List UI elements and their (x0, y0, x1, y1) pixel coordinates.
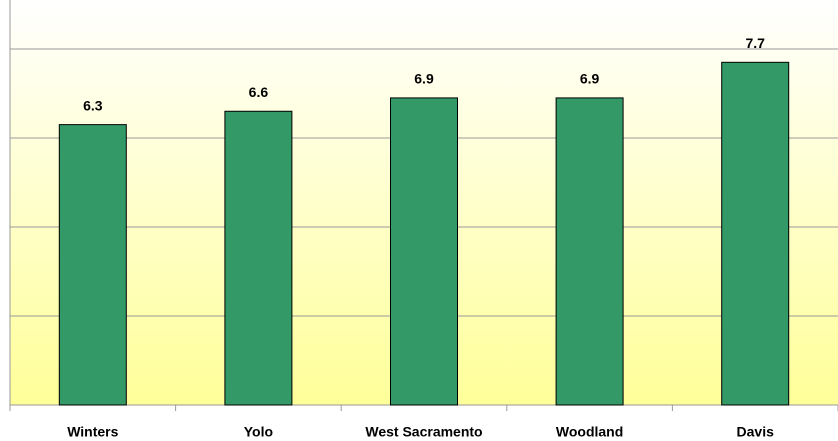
data-label: 7.7 (745, 35, 765, 51)
data-label: 6.3 (83, 97, 103, 113)
bar (555, 97, 624, 406)
data-label: 6.6 (249, 84, 269, 100)
x-tick-label: Woodland (556, 424, 623, 440)
bar (58, 124, 127, 406)
bar (224, 110, 293, 406)
data-label: 6.9 (414, 71, 434, 87)
x-tick-label: West Sacramento (365, 424, 482, 440)
x-tick-label: Winters (67, 424, 118, 440)
bar (390, 97, 458, 406)
x-tick-label: Yolo (244, 424, 273, 440)
bar (721, 61, 790, 406)
x-tick-label: Davis (737, 424, 775, 440)
data-label: 6.9 (580, 71, 600, 87)
